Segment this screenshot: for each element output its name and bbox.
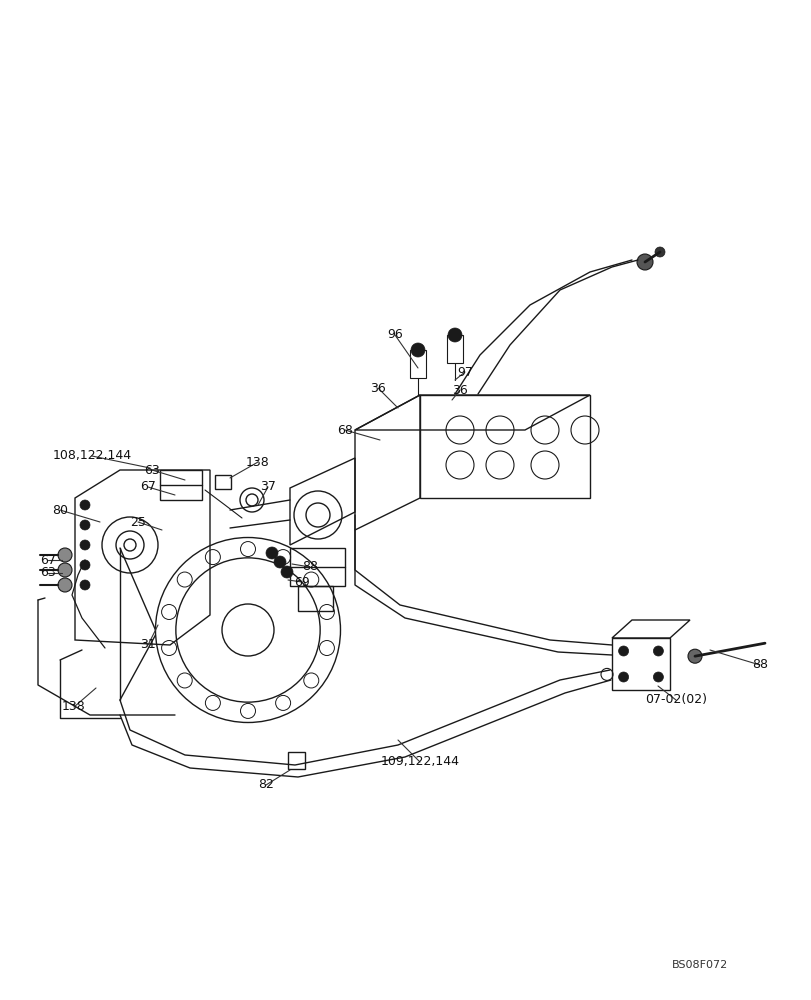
Text: 108,122,144: 108,122,144	[53, 450, 131, 462]
Text: 88: 88	[302, 560, 318, 574]
Text: 36: 36	[452, 383, 467, 396]
Text: 68: 68	[337, 424, 353, 436]
Circle shape	[80, 540, 90, 550]
Text: 25: 25	[130, 516, 146, 528]
Bar	[288, 752, 305, 769]
Text: 138: 138	[62, 700, 86, 714]
Circle shape	[410, 343, 424, 357]
Text: 67: 67	[139, 481, 156, 493]
Circle shape	[266, 547, 277, 559]
Circle shape	[80, 580, 90, 590]
Text: 69: 69	[294, 576, 310, 588]
Circle shape	[448, 328, 461, 342]
Text: 96: 96	[387, 328, 402, 342]
Circle shape	[618, 646, 628, 656]
Bar	[290, 548, 345, 586]
Text: 109,122,144: 109,122,144	[380, 756, 459, 768]
Circle shape	[80, 560, 90, 570]
Text: 63: 63	[40, 566, 56, 580]
Circle shape	[618, 672, 628, 682]
Bar	[611, 638, 669, 690]
Circle shape	[80, 500, 90, 510]
Text: 07-02(02): 07-02(02)	[644, 694, 706, 706]
Circle shape	[273, 556, 285, 568]
Circle shape	[281, 566, 293, 578]
Bar	[298, 586, 333, 611]
Bar	[215, 475, 230, 489]
Circle shape	[58, 548, 72, 562]
Bar	[446, 335, 462, 363]
Text: 80: 80	[52, 504, 68, 516]
Text: 88: 88	[751, 658, 767, 672]
Text: 63: 63	[144, 464, 160, 477]
Text: BS08F072: BS08F072	[671, 960, 727, 970]
Text: 82: 82	[258, 778, 273, 791]
Bar	[160, 470, 202, 500]
Text: 37: 37	[260, 481, 276, 493]
Bar	[410, 350, 426, 378]
Circle shape	[654, 247, 664, 257]
Text: 138: 138	[246, 456, 269, 468]
Text: 97: 97	[457, 365, 472, 378]
Text: 36: 36	[370, 381, 385, 394]
Circle shape	[687, 649, 702, 663]
Circle shape	[653, 646, 663, 656]
Text: 67: 67	[40, 554, 56, 566]
Circle shape	[58, 563, 72, 577]
Text: 31: 31	[140, 639, 156, 652]
Circle shape	[653, 672, 663, 682]
Circle shape	[80, 520, 90, 530]
Circle shape	[636, 254, 652, 270]
Circle shape	[58, 578, 72, 592]
